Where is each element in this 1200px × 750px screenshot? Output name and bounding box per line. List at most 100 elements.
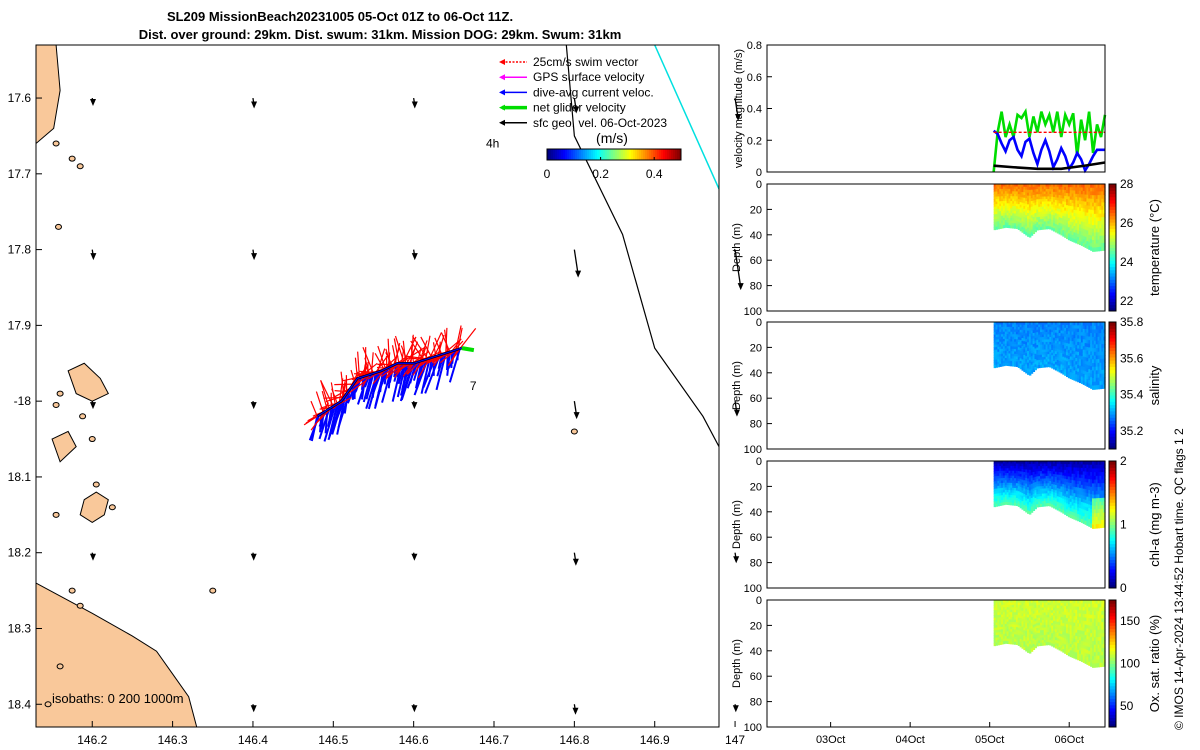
legend-label: GPS surface velocity	[533, 70, 644, 84]
glider-track-map: 146.2 146.3 146.4 146.5 146.6 146.7 146.8 146.9…	[8, 44, 745, 747]
map-y-tick-label: 18.1	[8, 470, 32, 484]
geo-velocity-vector	[573, 401, 580, 420]
section-y-tick-label: 20	[750, 481, 762, 493]
island	[52, 401, 60, 408]
legend-item: GPS surface velocity	[499, 70, 644, 84]
map-annotation: 4h	[486, 137, 499, 151]
island	[51, 430, 77, 463]
planned-track-line	[654, 45, 719, 190]
map-x-tick-label: 146.7	[479, 733, 509, 747]
velocity-y-tick-label: 0	[756, 167, 762, 179]
net-glider-velocity	[461, 346, 475, 353]
date-tick-label: 06Oct	[1055, 734, 1084, 746]
section-y-tick-label: 80	[750, 281, 762, 293]
island	[52, 511, 60, 518]
section-y-tick-label: 20	[750, 204, 762, 216]
section-colorbar	[1108, 460, 1117, 589]
colorbar-tick-label: 24	[1120, 255, 1134, 269]
geo-velocity-vector	[734, 97, 742, 122]
island	[209, 587, 217, 594]
section-y-tick-label: 60	[750, 393, 762, 405]
section-colorbar	[1108, 183, 1117, 312]
map-annotation: 7	[470, 379, 477, 393]
geo-velocity-vector	[411, 401, 418, 410]
isobaths-label: isobaths: 0 200 1000m	[52, 691, 184, 706]
section-y-tick-label: 20	[750, 620, 762, 632]
legend-arrowhead	[499, 74, 505, 81]
geo-velocity-vector	[732, 704, 739, 713]
section-colorbar	[1108, 599, 1117, 728]
section-y-tick-label: 80	[750, 697, 762, 709]
land-layer	[36, 45, 578, 727]
section-y-label: Depth (m)	[731, 500, 743, 549]
geo-velocity-vector	[572, 704, 579, 715]
island	[88, 436, 96, 443]
legend-label: net glider velocity	[533, 101, 626, 115]
colorbar-tick-label: 0.4	[646, 167, 663, 181]
section-y-tick-label: 40	[750, 230, 762, 242]
velocity-y-tick-label: 0.4	[747, 104, 762, 116]
geo-velocity-vector	[89, 401, 96, 410]
map-colorbar: 0 0.2 0.4 (m/s)	[544, 130, 682, 181]
velocity-series-line	[992, 129, 1105, 174]
map-y-tick-label: 18.4	[8, 697, 32, 711]
chlorophyll-panel: 0 20 40 60 80 100 Depth (m) 0 1 2 chl-a (mg m-3)	[731, 454, 1162, 595]
island	[76, 602, 84, 609]
oxygen-panel: 0 20 40 60 80 100 Depth (m) 50 100 150 Ox. sat. ra…	[731, 595, 1162, 734]
map-y-tick-label: 17.8	[8, 243, 32, 257]
section-axes-frame	[766, 599, 1106, 728]
colorbar-tick-label: 2	[1120, 454, 1127, 468]
geo-velocity-vector	[733, 401, 740, 417]
section-y-tick-label: 40	[750, 646, 762, 658]
velocity-axes-frame	[766, 44, 1106, 173]
date-tick-label: 05Oct	[975, 734, 1004, 746]
map-x-tick-label: 146.9	[640, 733, 670, 747]
map-x-tick-label: 146.3	[158, 733, 188, 747]
colorbar-tick-label: 0.2	[592, 167, 609, 181]
island	[76, 163, 84, 170]
island	[44, 701, 52, 708]
colorbar-tick-label: 35.4	[1120, 388, 1144, 402]
section-y-tick-label: 80	[750, 419, 762, 431]
colorbar-tick-label: 35.2	[1120, 424, 1144, 438]
map-y-tick-label: 18.2	[8, 546, 32, 560]
section-y-tick-label: 100	[744, 583, 762, 595]
island	[54, 223, 62, 230]
island	[79, 491, 109, 523]
section-y-label: Depth (m)	[731, 361, 743, 410]
legend-item: dive-avg current veloc.	[499, 85, 654, 99]
map-x-tick-label: 146.8	[559, 733, 589, 747]
geo-velocity-vector	[250, 704, 257, 713]
map-y-tick-label: 18.3	[8, 621, 32, 635]
colorbar-label: salinity	[1147, 365, 1162, 405]
geo-velocity-vector	[411, 552, 418, 561]
map-x-tick-label: 146.2	[77, 733, 107, 747]
section-y-tick-label: 0	[756, 317, 762, 329]
legend-item: net glider velocity	[499, 101, 626, 115]
geo-velocity-vector	[90, 249, 97, 261]
velocity-series-line	[992, 108, 1107, 173]
geo-velocity-vector	[250, 552, 257, 561]
section-y-tick-label: 60	[750, 255, 762, 267]
legend-label: 25cm/s swim vector	[533, 55, 638, 69]
legend-arrowhead	[499, 104, 505, 111]
land-mass-south	[36, 582, 198, 727]
map-y-tick-label: 17.6	[8, 91, 32, 105]
geo-velocity-vector	[734, 249, 744, 291]
map-axes-frame	[35, 44, 720, 728]
salinity-panel: 0 20 40 60 80 100 Depth (m) 35.2 35.4 35.6 35.8 sal…	[731, 315, 1162, 456]
colorbar-tick-label: 35.6	[1120, 351, 1144, 365]
colorbar-tick-label: 1	[1120, 518, 1127, 532]
velocity-series-line	[993, 161, 1106, 171]
section-colorbar	[1108, 321, 1117, 450]
map-y-tick-label: 17.7	[8, 167, 32, 181]
legend-item: sfc geo. vel. 06-Oct-2023	[499, 116, 667, 130]
island	[79, 413, 87, 420]
island	[52, 140, 60, 147]
colorbar-tick-label: 150	[1120, 614, 1140, 628]
geo-velocity-vector	[411, 704, 418, 713]
section-y-tick-label: 20	[750, 342, 762, 354]
